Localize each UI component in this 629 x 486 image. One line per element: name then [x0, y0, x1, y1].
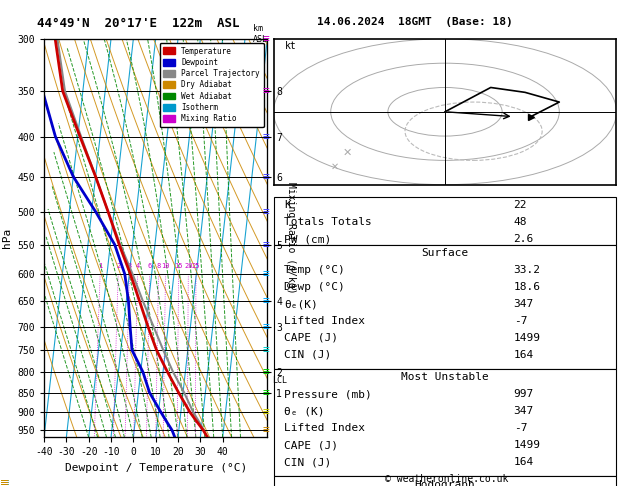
- Text: 997: 997: [513, 389, 534, 399]
- Text: 2.6: 2.6: [513, 234, 534, 244]
- Text: ≡: ≡: [0, 478, 9, 486]
- Text: ≡: ≡: [262, 34, 269, 44]
- Text: ≡: ≡: [262, 387, 269, 398]
- Bar: [274, 197, 616, 245]
- Text: 1499: 1499: [513, 333, 540, 343]
- Text: 25: 25: [192, 262, 200, 269]
- Text: 8: 8: [157, 262, 161, 269]
- Text: 3: 3: [128, 262, 131, 269]
- Text: 2: 2: [116, 262, 121, 269]
- Text: 33.2: 33.2: [513, 265, 540, 276]
- Text: 22: 22: [513, 201, 527, 210]
- Legend: Temperature, Dewpoint, Parcel Trajectory, Dry Adiabat, Wet Adiabat, Isotherm, Mi: Temperature, Dewpoint, Parcel Trajectory…: [160, 43, 264, 127]
- Text: 6: 6: [148, 262, 152, 269]
- Bar: [274, 476, 616, 486]
- Text: Surface: Surface: [421, 248, 469, 259]
- Text: Hodograph: Hodograph: [415, 480, 476, 486]
- Text: ≡: ≡: [0, 478, 9, 486]
- Text: Lifted Index: Lifted Index: [284, 423, 365, 433]
- Text: CAPE (J): CAPE (J): [284, 440, 338, 450]
- Text: ≡: ≡: [0, 478, 9, 486]
- Text: ≡: ≡: [262, 322, 269, 331]
- Text: ≡: ≡: [262, 269, 269, 279]
- Text: Pressure (mb): Pressure (mb): [284, 389, 372, 399]
- Text: Most Unstable: Most Unstable: [401, 372, 489, 382]
- Text: 164: 164: [513, 350, 534, 360]
- Text: 10: 10: [162, 262, 170, 269]
- Text: ✕: ✕: [342, 148, 352, 157]
- Bar: [274, 245, 616, 369]
- Text: ≡: ≡: [0, 478, 9, 486]
- Text: -7: -7: [513, 423, 527, 433]
- Text: Totals Totals: Totals Totals: [284, 217, 372, 227]
- Text: 48: 48: [513, 217, 527, 227]
- Text: ≡: ≡: [262, 208, 269, 217]
- Text: ≡: ≡: [0, 478, 9, 486]
- Text: ≡: ≡: [262, 407, 269, 417]
- Text: CIN (J): CIN (J): [284, 457, 331, 467]
- Text: θₑ(K): θₑ(K): [284, 299, 318, 309]
- Text: 14.06.2024  18GMT  (Base: 18): 14.06.2024 18GMT (Base: 18): [317, 17, 513, 27]
- Bar: [274, 369, 616, 476]
- Text: 20: 20: [184, 262, 192, 269]
- Text: ≡: ≡: [262, 367, 269, 377]
- Text: ≡: ≡: [0, 478, 9, 486]
- Text: ≡: ≡: [0, 478, 9, 486]
- Text: ≡: ≡: [262, 240, 269, 250]
- Text: ≡: ≡: [0, 478, 9, 486]
- Text: 164: 164: [513, 457, 534, 467]
- Text: ≡: ≡: [0, 478, 9, 486]
- Text: Dewp (°C): Dewp (°C): [284, 282, 345, 292]
- Text: 15: 15: [174, 262, 183, 269]
- Text: 4: 4: [136, 262, 140, 269]
- Text: Temp (°C): Temp (°C): [284, 265, 345, 276]
- Text: ≡: ≡: [0, 478, 9, 486]
- Text: CAPE (J): CAPE (J): [284, 333, 338, 343]
- Text: ≡: ≡: [0, 478, 9, 486]
- Text: kt: kt: [285, 41, 297, 51]
- Y-axis label: hPa: hPa: [2, 228, 12, 248]
- Text: θₑ (K): θₑ (K): [284, 406, 325, 417]
- Text: ≡: ≡: [262, 86, 269, 96]
- Text: -7: -7: [513, 316, 527, 326]
- Text: LCL: LCL: [272, 376, 287, 385]
- Text: © weatheronline.co.uk: © weatheronline.co.uk: [385, 473, 508, 484]
- Text: 347: 347: [513, 406, 534, 417]
- Text: 44°49'N  20°17'E  122m  ASL: 44°49'N 20°17'E 122m ASL: [37, 17, 240, 30]
- Text: ≡: ≡: [0, 478, 9, 486]
- Text: 1: 1: [98, 262, 103, 269]
- Text: 1499: 1499: [513, 440, 540, 450]
- Text: CIN (J): CIN (J): [284, 350, 331, 360]
- Text: ≡: ≡: [262, 172, 269, 182]
- Y-axis label: Mixing Ratio (g/kg): Mixing Ratio (g/kg): [286, 182, 296, 294]
- X-axis label: Dewpoint / Temperature (°C): Dewpoint / Temperature (°C): [65, 463, 247, 473]
- Text: Lifted Index: Lifted Index: [284, 316, 365, 326]
- Text: km
ASL: km ASL: [253, 24, 268, 44]
- Text: 18.6: 18.6: [513, 282, 540, 292]
- Text: PW (cm): PW (cm): [284, 234, 331, 244]
- Text: ≡: ≡: [262, 296, 269, 307]
- Text: ≡: ≡: [262, 132, 269, 141]
- Text: 347: 347: [513, 299, 534, 309]
- Text: ≡: ≡: [0, 478, 9, 486]
- Text: ✕: ✕: [331, 162, 339, 172]
- Text: ≡: ≡: [262, 345, 269, 355]
- Text: ≡: ≡: [262, 425, 269, 435]
- Text: ≡: ≡: [0, 478, 9, 486]
- Text: K: K: [284, 201, 291, 210]
